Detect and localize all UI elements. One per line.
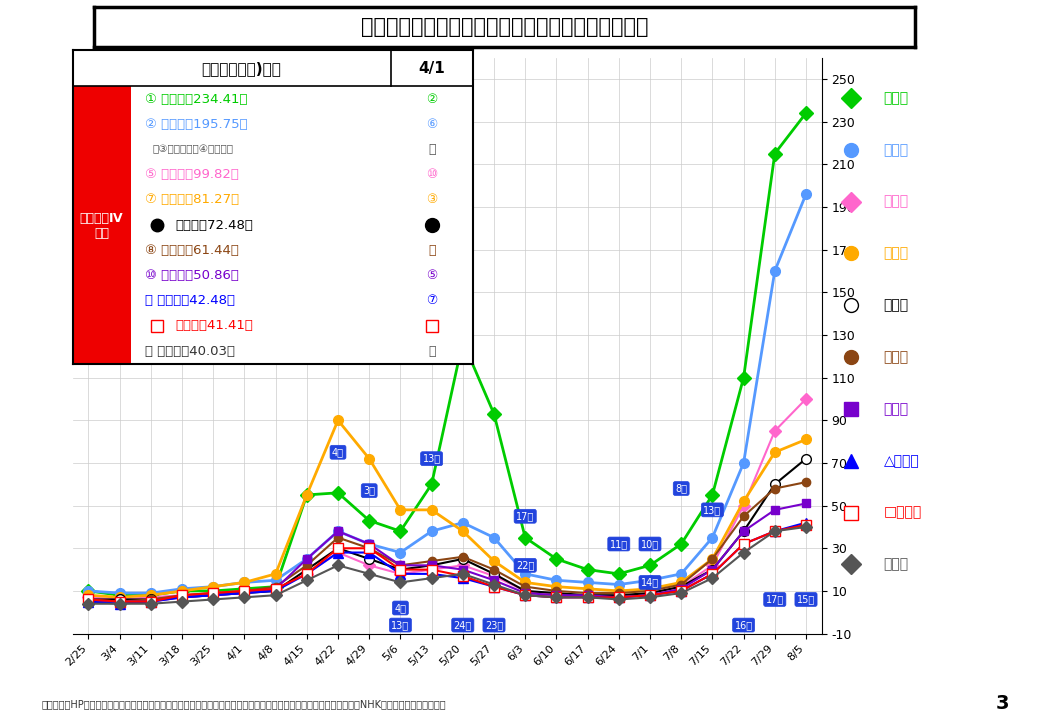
Text: －: －	[428, 143, 436, 156]
Text: 滋賀県: 滋賀県	[884, 557, 909, 572]
Text: 17位: 17位	[765, 595, 784, 605]
Text: 4/1: 4/1	[418, 60, 445, 76]
Text: ⑩ 兵庫県：50.86人: ⑩ 兵庫県：50.86人	[145, 269, 239, 282]
Text: ステージⅣ
相当: ステージⅣ 相当	[80, 212, 124, 240]
Text: ⑩: ⑩	[426, 168, 438, 181]
Text: ⑤: ⑤	[426, 269, 438, 282]
Text: □奈良市: □奈良市	[884, 505, 921, 520]
Text: ⑰ 滋賀県：40.03人: ⑰ 滋賀県：40.03人	[145, 344, 235, 358]
Text: 東京都: 東京都	[884, 143, 909, 157]
Text: △奈良県: △奈良県	[884, 454, 919, 468]
Text: 16位: 16位	[734, 620, 753, 630]
Text: 奈良市：41.41人: 奈良市：41.41人	[175, 319, 253, 333]
Text: ② 東京都：195.75人: ② 東京都：195.75人	[145, 117, 248, 131]
Text: ⑦: ⑦	[426, 294, 438, 307]
Text: －: －	[428, 344, 436, 358]
Text: 15位: 15位	[797, 595, 815, 605]
Text: 直近１週間の人口１０万人当たりの陽性者数の推移: 直近１週間の人口１０万人当たりの陽性者数の推移	[361, 17, 648, 37]
Text: ⑦ 大阪府：81.27人: ⑦ 大阪府：81.27人	[145, 193, 239, 207]
Text: 京都府: 京都府	[884, 350, 909, 364]
Text: 沖縄県: 沖縄県	[884, 91, 909, 105]
Text: 22位: 22位	[516, 560, 535, 570]
Text: 3位: 3位	[363, 486, 375, 495]
Text: 11位: 11位	[609, 539, 628, 549]
Text: ８月７日（土)時点: ８月７日（土)時点	[201, 60, 281, 76]
Text: 兵庫県: 兵庫県	[884, 402, 909, 416]
Text: ⑧ 京都府：61.44人: ⑧ 京都府：61.44人	[145, 243, 239, 257]
Text: ③: ③	[426, 193, 438, 207]
Text: 千葉県: 千葉県	[884, 194, 909, 209]
Text: 14位: 14位	[641, 577, 659, 588]
Text: ②: ②	[426, 92, 438, 106]
Text: 全　国：72.48人: 全 国：72.48人	[175, 218, 253, 232]
Text: 4位: 4位	[394, 603, 407, 613]
Text: （③神奈川県、④埼玉県）: （③神奈川県、④埼玉県）	[153, 145, 234, 154]
Text: ⑮: ⑮	[428, 243, 436, 257]
Text: 8位: 8位	[675, 484, 687, 493]
Text: 13位: 13位	[703, 505, 722, 515]
Text: 13位: 13位	[391, 620, 410, 630]
Text: ⑥: ⑥	[426, 117, 438, 131]
Text: 4位: 4位	[332, 447, 344, 457]
Text: 3: 3	[995, 694, 1009, 713]
Text: ① 沖縄県：234.41人: ① 沖縄県：234.41人	[145, 92, 248, 106]
Text: 大阪府: 大阪府	[884, 246, 909, 261]
Text: 23位: 23位	[485, 620, 503, 630]
Text: ⑤ 千葉県：99.82人: ⑤ 千葉県：99.82人	[145, 168, 239, 181]
Text: 厚生労働省HP「都道府県の医療提供体制等の状況（医療提供体制・監視体制・感染の状況）について（６指標）」及びNHK特設サイトなどから引用: 厚生労働省HP「都道府県の医療提供体制等の状況（医療提供体制・監視体制・感染の状…	[42, 699, 446, 709]
Text: 24位: 24位	[453, 620, 472, 630]
Text: 17位: 17位	[516, 511, 535, 521]
Text: 13位: 13位	[422, 454, 441, 464]
Text: 10位: 10位	[641, 539, 659, 549]
Text: ⑮ 奈良県：42.48人: ⑮ 奈良県：42.48人	[145, 294, 235, 307]
Text: 全　国: 全 国	[884, 298, 909, 312]
